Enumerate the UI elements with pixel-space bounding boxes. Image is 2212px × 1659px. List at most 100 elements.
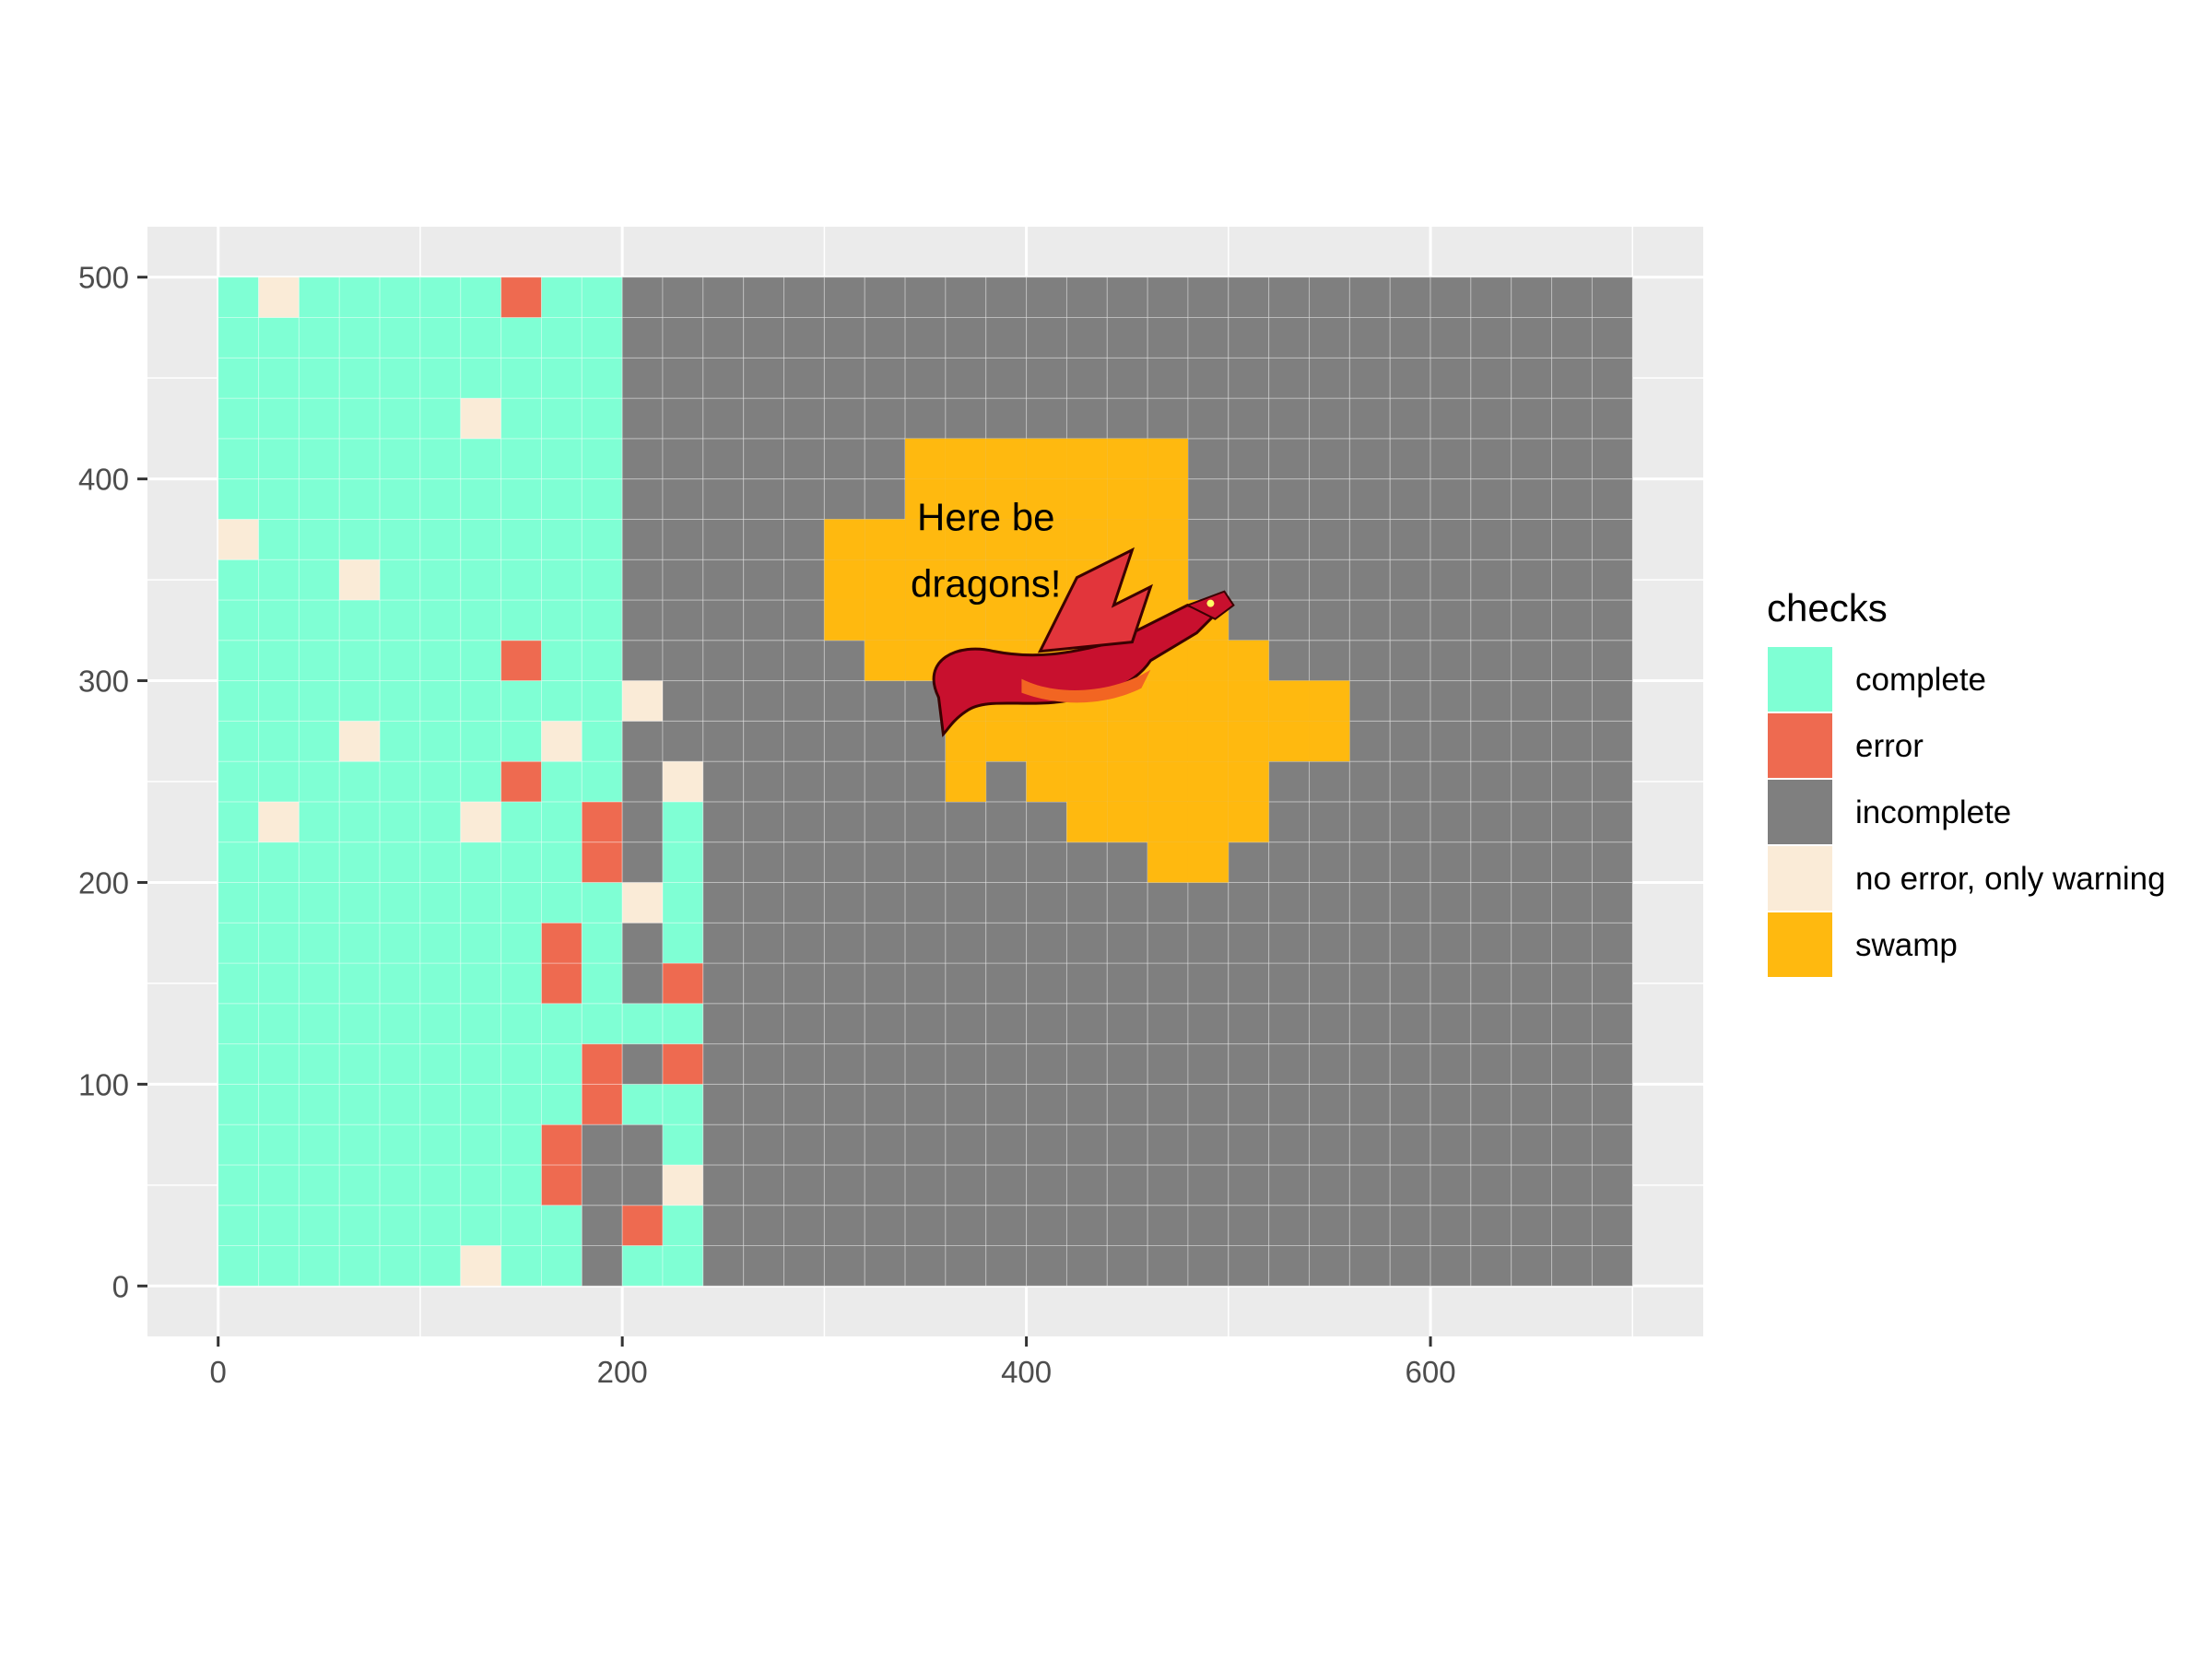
tile-incomplete xyxy=(743,720,785,762)
tile-incomplete xyxy=(1268,760,1311,803)
tile-error xyxy=(581,1083,623,1125)
tile-complete xyxy=(460,1205,502,1246)
tile-complete xyxy=(298,1043,340,1085)
tile-complete xyxy=(500,1164,542,1206)
tile-incomplete xyxy=(1511,478,1553,520)
tile-incomplete xyxy=(1065,881,1108,924)
tile-complete xyxy=(298,1003,340,1045)
tile-swamp xyxy=(1066,519,1108,560)
tile-incomplete xyxy=(1106,276,1148,319)
y-tick-label: 300 xyxy=(78,665,129,699)
tile-incomplete xyxy=(904,1124,947,1166)
tile-incomplete xyxy=(743,478,785,520)
tile-complete xyxy=(581,1003,623,1045)
tile-incomplete xyxy=(1470,599,1512,641)
tile-warning xyxy=(460,1244,502,1287)
tile-incomplete xyxy=(743,518,785,560)
tile-incomplete xyxy=(1470,1205,1512,1246)
tile-complete xyxy=(460,357,502,399)
tile-complete xyxy=(218,1043,260,1085)
tile-complete xyxy=(540,317,582,359)
tile-incomplete xyxy=(1591,1164,1633,1206)
annotation-line-2: dragons! xyxy=(911,561,1061,605)
tile-complete xyxy=(460,1083,502,1125)
tile-incomplete xyxy=(864,1164,906,1206)
tile-incomplete xyxy=(864,478,906,520)
tile-incomplete xyxy=(1106,922,1148,964)
tile-incomplete xyxy=(662,397,704,440)
heatmap-tiles xyxy=(218,276,1633,1287)
tile-incomplete xyxy=(985,760,1028,803)
tile-complete xyxy=(419,438,462,480)
tile-error xyxy=(662,962,704,1005)
tile-complete xyxy=(460,559,502,601)
tile-complete xyxy=(540,559,582,601)
tile-incomplete xyxy=(783,962,825,1005)
tile-complete xyxy=(298,962,340,1005)
tile-complete xyxy=(540,841,582,883)
tile-incomplete xyxy=(1309,397,1350,440)
y-tick-label: 200 xyxy=(78,865,129,900)
tile-swamp xyxy=(1107,801,1148,842)
tile-incomplete xyxy=(1147,397,1189,440)
tile-incomplete xyxy=(1187,922,1230,964)
tile-incomplete xyxy=(621,962,664,1005)
tile-complete xyxy=(460,276,502,319)
tile-incomplete xyxy=(1511,1205,1553,1246)
tile-complete xyxy=(338,1003,381,1045)
tile-incomplete xyxy=(1430,760,1472,803)
tile-complete xyxy=(662,1003,704,1045)
dragon-icon xyxy=(932,547,1235,737)
tile-incomplete xyxy=(1026,397,1067,440)
tile-incomplete xyxy=(1268,1205,1311,1246)
tile-complete xyxy=(581,438,623,480)
tile-incomplete xyxy=(1551,760,1593,803)
tile-complete xyxy=(218,881,260,924)
tile-incomplete xyxy=(1026,1083,1067,1125)
tile-incomplete xyxy=(864,801,906,843)
tile-incomplete xyxy=(581,1164,623,1206)
tile-complete xyxy=(460,599,502,641)
tile-complete xyxy=(258,1124,300,1166)
tile-swamp xyxy=(985,599,1027,641)
tile-complete xyxy=(419,1003,462,1045)
tile-complete xyxy=(258,680,300,722)
tile-incomplete xyxy=(1187,1164,1230,1206)
tile-incomplete xyxy=(1551,640,1593,682)
tile-swamp xyxy=(824,599,865,641)
tile-incomplete xyxy=(783,1244,825,1287)
tile-incomplete xyxy=(823,1083,865,1125)
tile-incomplete xyxy=(621,1043,664,1085)
tile-incomplete xyxy=(945,397,987,440)
x-tick-label: 200 xyxy=(597,1355,648,1389)
tile-incomplete xyxy=(823,922,865,964)
tile-incomplete xyxy=(1430,478,1472,520)
tile-incomplete xyxy=(1228,1003,1270,1045)
tile-incomplete xyxy=(904,1164,947,1206)
tile-complete xyxy=(662,1124,704,1166)
tile-complete xyxy=(258,962,300,1005)
tile-incomplete xyxy=(823,841,865,883)
tile-incomplete xyxy=(783,1083,825,1125)
tile-incomplete xyxy=(1511,1003,1553,1045)
tile-complete xyxy=(338,640,381,682)
tile-incomplete xyxy=(1228,1164,1270,1206)
tile-complete xyxy=(379,1164,421,1206)
tile-swamp xyxy=(1066,478,1108,520)
tile-incomplete xyxy=(783,760,825,803)
tile-error xyxy=(540,962,582,1005)
tile-incomplete xyxy=(1430,599,1472,641)
tile-incomplete xyxy=(1591,559,1633,601)
tile-complete xyxy=(581,922,623,964)
tile-complete xyxy=(298,1124,340,1166)
tile-complete xyxy=(500,1003,542,1045)
tile-incomplete xyxy=(945,1083,987,1125)
tile-complete xyxy=(460,438,502,480)
tile-incomplete xyxy=(702,1244,745,1287)
tile-incomplete xyxy=(904,1083,947,1125)
tile-complete xyxy=(258,841,300,883)
tile-incomplete xyxy=(1551,599,1593,641)
tile-incomplete xyxy=(783,317,825,359)
tile-swamp xyxy=(824,519,865,560)
tile-incomplete xyxy=(621,1124,664,1166)
